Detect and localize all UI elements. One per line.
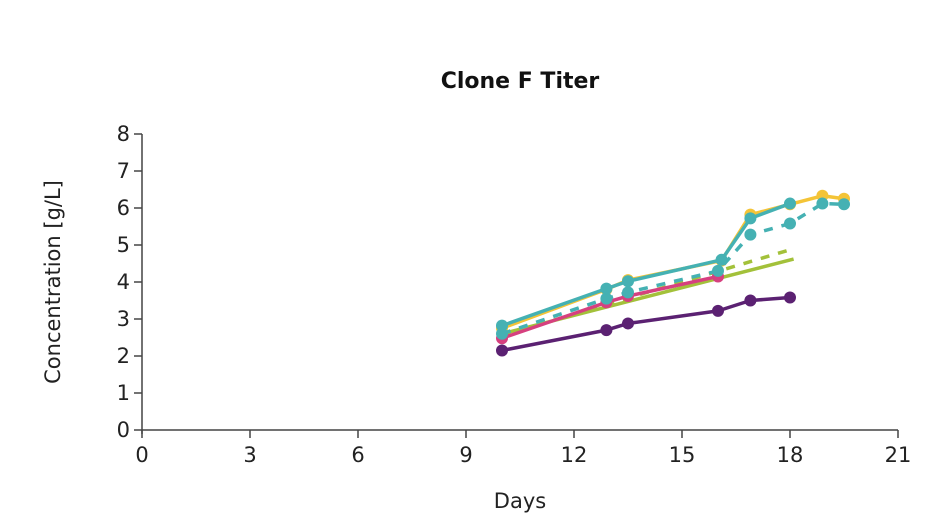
data-point (744, 212, 757, 225)
y-tick-label: 7 (117, 159, 130, 183)
data-point (784, 217, 796, 230)
data-point (712, 264, 724, 277)
x-tick-label: 0 (135, 443, 148, 467)
data-point (816, 197, 829, 210)
data-point (622, 317, 634, 330)
x-tick-label: 6 (351, 443, 364, 467)
x-axis-label: Days (494, 489, 546, 513)
x-tick-label: 15 (669, 443, 696, 467)
series-line (501, 274, 719, 340)
y-tick-label: 0 (117, 418, 130, 442)
chart-title: Clone F Titer (441, 69, 600, 94)
y-axis-label: Concentration [g/L] (41, 180, 65, 384)
data-point (712, 304, 724, 317)
series-teal-solid (496, 197, 796, 332)
series-line (501, 295, 791, 353)
y-tick-label: 2 (117, 344, 130, 368)
series-group (496, 189, 850, 357)
series-line (501, 201, 791, 328)
data-point (784, 291, 796, 304)
x-tick-label: 21 (885, 443, 912, 467)
data-point (622, 286, 634, 299)
x-tick-label: 12 (561, 443, 588, 467)
y-tick-label: 6 (117, 196, 130, 220)
x-tick-label: 3 (243, 443, 256, 467)
y-tick-label: 4 (117, 270, 130, 294)
data-point (496, 344, 508, 357)
y-tick-label: 3 (117, 307, 130, 331)
data-point (744, 294, 757, 307)
y-tick-label: 1 (117, 381, 130, 405)
data-point (784, 197, 796, 210)
data-point (496, 319, 508, 332)
y-tick-label: 5 (117, 233, 130, 257)
data-point (600, 324, 613, 337)
data-point (600, 292, 613, 305)
series-purple (496, 291, 796, 357)
x-tick-label: 9 (459, 443, 472, 467)
data-point (744, 228, 757, 241)
data-point (622, 275, 634, 288)
data-point (838, 198, 850, 211)
y-tick-label: 8 (117, 122, 130, 146)
data-point (715, 253, 728, 266)
data-point (600, 282, 613, 295)
x-tick-label: 18 (777, 443, 804, 467)
series-yellow (496, 189, 850, 335)
